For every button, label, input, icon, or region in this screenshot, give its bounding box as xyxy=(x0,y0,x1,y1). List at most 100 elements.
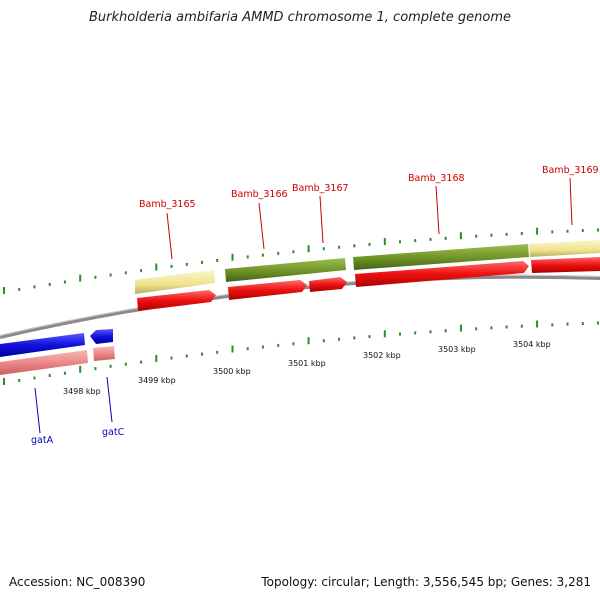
cds-arrow-bamb-3169[interactable] xyxy=(531,257,600,273)
inner-ring-tick xyxy=(475,327,478,331)
map-title: Burkholderia ambifaria AMMD chromosome 1… xyxy=(88,10,512,25)
cds-arrow-gata[interactable] xyxy=(0,333,85,357)
inner-ring-tick xyxy=(170,356,173,360)
inner-ring-tick xyxy=(444,329,447,333)
outer-ring-tick xyxy=(581,229,584,233)
cds-arrow-bamb-3168[interactable] xyxy=(355,261,529,287)
scale-label-3500: 3500 kbp xyxy=(213,367,251,376)
inner-ring-tick xyxy=(216,350,219,354)
outer-ring-tick xyxy=(383,238,386,246)
scale-label-3502: 3502 kbp xyxy=(363,351,401,360)
outer-ring-tick xyxy=(140,269,143,273)
gene-label-bamb-3166[interactable]: Bamb_3166 xyxy=(231,189,288,200)
outer-ring-tick xyxy=(292,250,295,254)
cds-arrow-bamb-3166[interactable] xyxy=(228,280,307,300)
cog-bar-green-2[interactable] xyxy=(353,244,529,270)
outer-ring-tick xyxy=(566,229,569,233)
inner-ring-tick xyxy=(33,376,36,380)
outer-ring-tick xyxy=(124,271,127,275)
scale-label-3499: 3499 kbp xyxy=(138,376,176,385)
gene-label-gatc[interactable]: gatC xyxy=(102,427,125,438)
outer-ring-tick xyxy=(201,260,203,264)
gene-labels-bottom: gatA gatC xyxy=(31,376,125,446)
outer-tick-ring xyxy=(3,227,599,294)
inner-ring-tick xyxy=(185,354,188,358)
leader-bamb-3167 xyxy=(319,195,324,244)
outer-ring-tick xyxy=(368,242,371,246)
cog-bar-pink-2[interactable] xyxy=(93,346,115,361)
gene-label-bamb-3167[interactable]: Bamb_3167 xyxy=(292,183,349,194)
gene-label-gata[interactable]: gatA xyxy=(31,435,54,446)
inner-ring-tick xyxy=(48,374,51,377)
cds-arrow-bamb-3167[interactable] xyxy=(309,277,347,292)
inner-ring-tick xyxy=(261,345,264,349)
inner-ring-tick xyxy=(231,345,234,353)
cog-bar-green-1[interactable] xyxy=(225,258,346,282)
outer-ring-tick xyxy=(414,239,417,243)
outer-ring-tick xyxy=(353,244,356,248)
scale-label-3503: 3503 kbp xyxy=(438,345,476,354)
inner-tick-ring xyxy=(3,320,599,385)
leader-gata xyxy=(34,387,41,434)
cog-bar-pink-1[interactable] xyxy=(0,350,88,375)
inner-ring-tick xyxy=(490,326,493,330)
cog-bar-yellow-2[interactable] xyxy=(529,240,600,257)
gene-label-bamb-3169[interactable]: Bamb_3169 xyxy=(542,165,599,176)
cds-arrow-gatc[interactable] xyxy=(90,329,113,344)
inner-ring-tick xyxy=(277,343,280,347)
outer-ring-tick xyxy=(520,232,523,235)
inner-ring-tick xyxy=(79,365,82,373)
scale-label-3498: 3498 kbp xyxy=(63,387,101,396)
accession-text: Accession: NC_008390 xyxy=(9,575,146,589)
inner-ring-tick xyxy=(307,337,310,345)
leader-bamb-3166 xyxy=(258,202,265,250)
gene-label-bamb-3168[interactable]: Bamb_3168 xyxy=(408,173,465,184)
leader-gatc xyxy=(106,376,113,423)
inner-ring-tick xyxy=(124,362,127,366)
outer-ring-tick xyxy=(94,275,97,279)
inner-ring-tick xyxy=(322,339,325,343)
inner-ring-tick xyxy=(383,330,386,338)
gene-label-bamb-3165[interactable]: Bamb_3165 xyxy=(139,199,196,210)
outer-ring-tick xyxy=(505,232,508,236)
inner-ring-tick xyxy=(18,379,21,382)
outer-ring-tick xyxy=(63,280,66,284)
outer-ring-tick xyxy=(170,264,173,268)
outer-ring-tick xyxy=(399,240,401,244)
outer-ring-tick xyxy=(155,263,158,271)
leader-bamb-3169 xyxy=(569,177,573,226)
inner-ring-tick xyxy=(246,347,249,351)
cds-arrow-bamb-3165[interactable] xyxy=(137,290,216,311)
leader-bamb-3168 xyxy=(435,185,440,235)
outer-ring-tick xyxy=(18,287,21,291)
inner-ring-tick xyxy=(63,371,66,375)
outer-ring-tick xyxy=(261,253,264,257)
outer-ring-tick xyxy=(216,259,219,262)
outer-ring-tick xyxy=(338,245,341,249)
outer-ring-tick xyxy=(307,245,310,253)
inner-ring-tick xyxy=(459,324,462,332)
scale-label-3504: 3504 kbp xyxy=(513,340,551,349)
inner-ring-tick xyxy=(109,364,112,368)
inner-ring-tick xyxy=(414,331,417,335)
cog-bar-yellow-1[interactable] xyxy=(135,270,215,294)
cog-row xyxy=(135,240,600,294)
inner-ring-tick xyxy=(566,322,569,326)
inner-ring-tick xyxy=(201,352,203,356)
inner-ring-tick xyxy=(338,337,341,341)
inner-ring-tick xyxy=(292,342,295,346)
gene-labels-top: Bamb_3165 Bamb_3166 Bamb_3167 Bamb_3168 … xyxy=(139,165,599,260)
inner-ring-tick xyxy=(429,330,432,334)
inner-ring-tick xyxy=(3,378,5,385)
leader-bamb-3165 xyxy=(166,212,173,260)
outer-ring-tick xyxy=(459,232,462,240)
outer-ring-tick xyxy=(429,237,432,241)
outer-ring-tick xyxy=(33,285,36,289)
outer-ring-tick xyxy=(79,274,82,282)
outer-ring-tick xyxy=(185,262,188,266)
topology-summary-text: Topology: circular; Length: 3,556,545 bp… xyxy=(261,575,591,589)
inner-ring-tick xyxy=(551,323,554,327)
outer-ring-tick xyxy=(444,236,447,240)
inner-ring-tick xyxy=(520,324,523,328)
